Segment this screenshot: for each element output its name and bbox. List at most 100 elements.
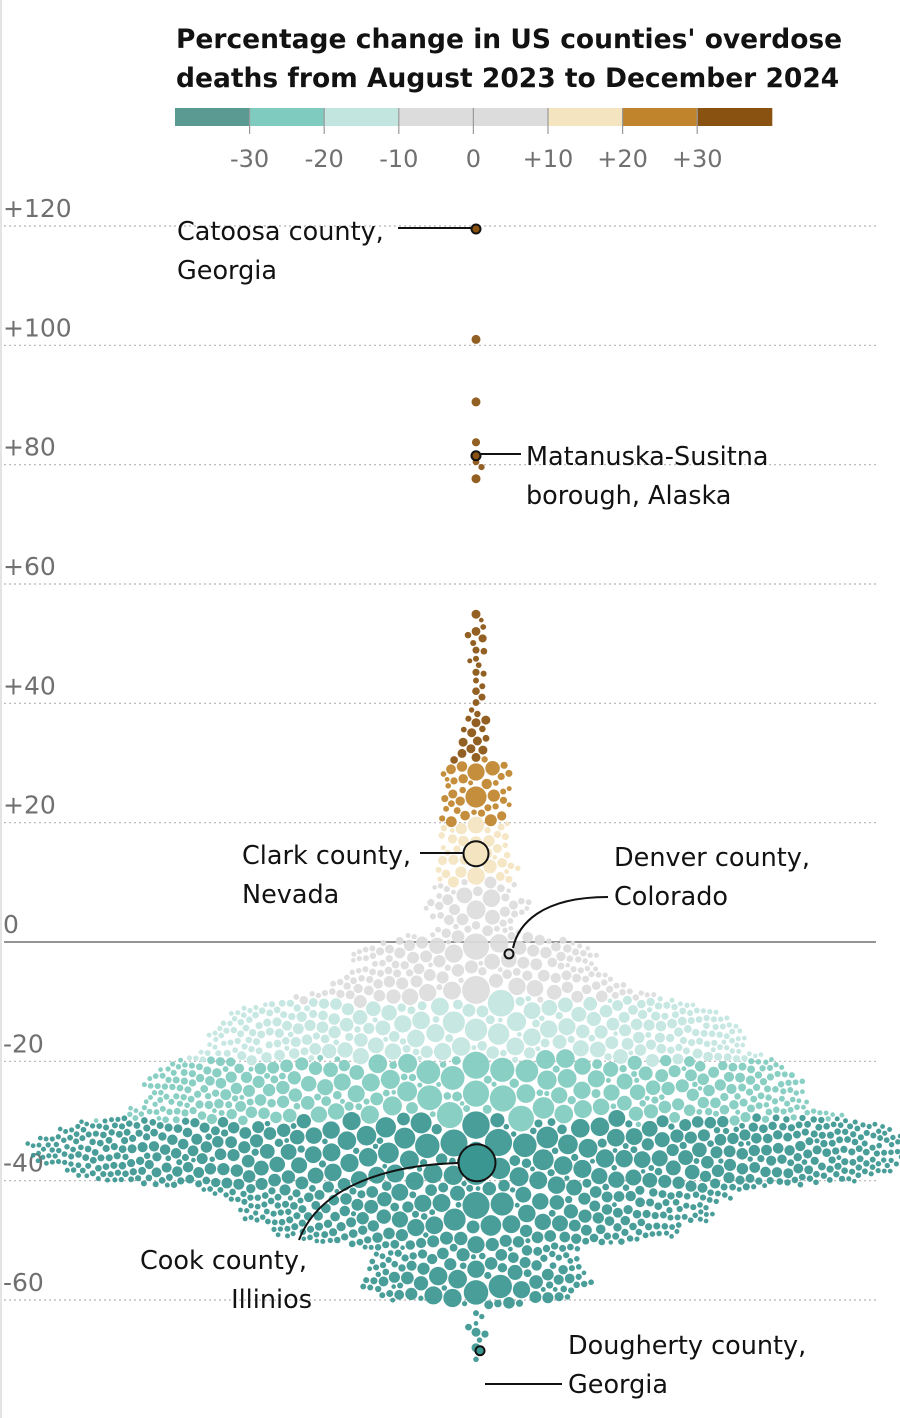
county-dot (869, 1164, 876, 1170)
county-dot (207, 1186, 213, 1192)
county-dot (597, 1138, 607, 1148)
county-dot (258, 1107, 270, 1120)
county-dot (738, 1141, 744, 1147)
county-dot (332, 1090, 342, 1100)
county-dot (599, 1004, 613, 1018)
county-dot (56, 1147, 62, 1154)
county-dot (690, 1002, 696, 1008)
county-dot (501, 893, 510, 902)
y-tick-label: 0 (3, 910, 19, 939)
county-dot (429, 913, 437, 920)
county-dot (292, 1023, 304, 1035)
county-dot (366, 1186, 379, 1198)
county-dot (645, 1080, 661, 1095)
county-dot (158, 1089, 164, 1096)
county-dot (437, 883, 444, 889)
county-dot (591, 981, 601, 990)
county-dot (234, 1037, 241, 1045)
county-dot (658, 1174, 672, 1188)
county-dot (518, 1204, 536, 1223)
county-dot (330, 980, 337, 987)
county-dot (188, 1079, 197, 1087)
county-dot (321, 1231, 329, 1239)
annotation-label: Illinios (231, 1285, 312, 1315)
county-dot (70, 1167, 77, 1173)
county-dot (544, 1230, 557, 1242)
county-dot (477, 1040, 488, 1051)
county-dot (855, 1172, 862, 1179)
county-dot (365, 1001, 381, 1017)
county-dot (448, 789, 458, 799)
county-dot (556, 1049, 575, 1068)
county-dot (592, 1098, 610, 1116)
county-dot (432, 885, 437, 890)
county-dot (102, 1118, 108, 1124)
county-dot (619, 988, 626, 996)
county-dot (801, 1159, 808, 1165)
county-dot (399, 1038, 407, 1045)
county-dot (296, 1114, 311, 1129)
county-dot (592, 1212, 604, 1224)
county-dot (534, 1213, 551, 1231)
county-dot (568, 1287, 575, 1294)
county-dot (798, 1173, 806, 1181)
county-dot (126, 1120, 133, 1127)
county-dot (481, 715, 491, 725)
county-dot (143, 1099, 149, 1105)
county-dot (417, 1055, 422, 1061)
county-dot (387, 1250, 394, 1256)
county-dot (386, 1164, 405, 1183)
county-dot (533, 1246, 543, 1256)
county-dot (295, 1176, 309, 1190)
county-dot (484, 814, 497, 827)
county-dot (846, 1176, 852, 1182)
county-dot (425, 1184, 437, 1196)
county-dot (555, 1254, 562, 1261)
scale-tick-label: -30 (230, 145, 269, 173)
county-dot (472, 736, 482, 746)
county-dot (397, 1081, 418, 1102)
county-dot (580, 1280, 588, 1288)
county-dot (766, 1177, 774, 1185)
county-dot (227, 1039, 234, 1046)
annotation-label: Dougherty county, (568, 1331, 806, 1361)
county-dot (413, 1276, 429, 1291)
county-dot (672, 1053, 684, 1065)
county-dot (521, 1158, 532, 1168)
county-dot (323, 1219, 333, 1229)
county-dot (482, 889, 501, 907)
county-dot (203, 1066, 212, 1075)
county-dot (207, 1056, 215, 1065)
county-dot (646, 997, 655, 1007)
county-dot (182, 1161, 194, 1173)
county-dot (703, 1040, 711, 1048)
county-dot (789, 1096, 796, 1103)
county-dot (706, 1196, 713, 1203)
county-dot (740, 1042, 746, 1048)
county-dot (349, 1187, 357, 1195)
county-dot (268, 1001, 276, 1008)
county-dot (168, 1098, 175, 1105)
county-dot (102, 1144, 110, 1153)
county-dot (607, 998, 613, 1004)
county-dot (313, 1231, 320, 1238)
county-dot (773, 1062, 779, 1068)
county-dot (779, 1122, 787, 1131)
county-dot (261, 1192, 269, 1199)
county-dot (618, 1238, 625, 1245)
county-dot (851, 1138, 859, 1146)
county-dot (573, 1100, 592, 1119)
county-dot (667, 1192, 675, 1200)
county-dot (735, 1036, 741, 1042)
county-dot (369, 1258, 376, 1265)
county-dot (813, 1179, 819, 1186)
county-dot (710, 1097, 721, 1109)
county-dot (748, 1058, 755, 1065)
county-dot (417, 1262, 430, 1275)
county-dot (195, 1073, 205, 1083)
county-dot (529, 1127, 537, 1135)
county-dot (489, 973, 503, 988)
county-dot (318, 998, 330, 1009)
county-dot (834, 1116, 840, 1122)
county-dot (834, 1128, 841, 1135)
